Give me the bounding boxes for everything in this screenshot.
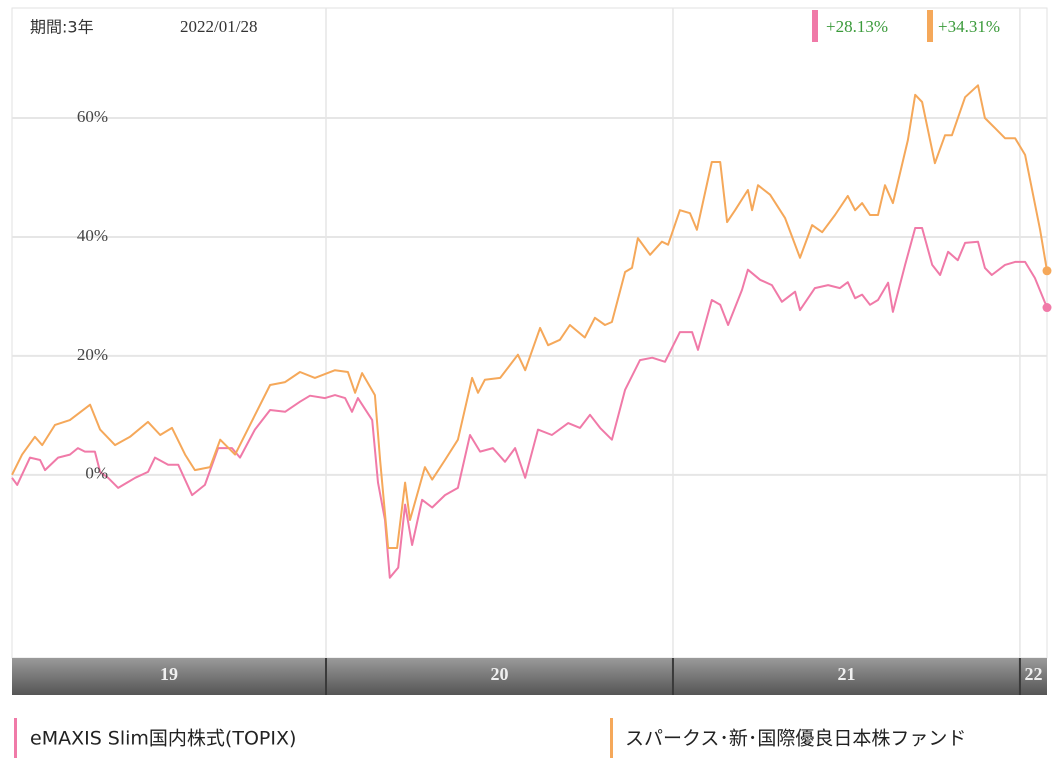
x-tick-label: 21 [837,664,855,684]
x-axis-bar [12,658,1047,695]
series-line [11,227,1048,579]
series-line [11,84,1048,549]
y-tick-label: 40% [77,226,108,245]
y-tick-label: 60% [77,107,108,126]
x-tick-label: 20 [490,664,508,684]
period-label: 期間:3年 [30,18,94,37]
date-label: 2022/01/28 [180,17,257,36]
end-dot [1042,303,1052,313]
y-tick-label: 20% [77,345,108,364]
x-tick-label: 22 [1024,664,1042,684]
x-tick-label: 19 [160,664,178,684]
header-change: +28.13% [826,17,888,36]
header-swatch [812,10,818,42]
legend-label: eMAXIS Slim国内株式(TOPIX) [30,728,296,750]
end-dot [1042,266,1052,276]
plot-area [11,7,1048,659]
legend-swatch [14,718,17,758]
header-swatch [927,10,933,42]
legend-swatch [610,718,613,758]
header-change: +34.31% [938,17,1000,36]
y-tick-label: 0% [85,464,108,483]
legend-label: スパークス･新･国際優良日本株ファンド [625,728,966,750]
